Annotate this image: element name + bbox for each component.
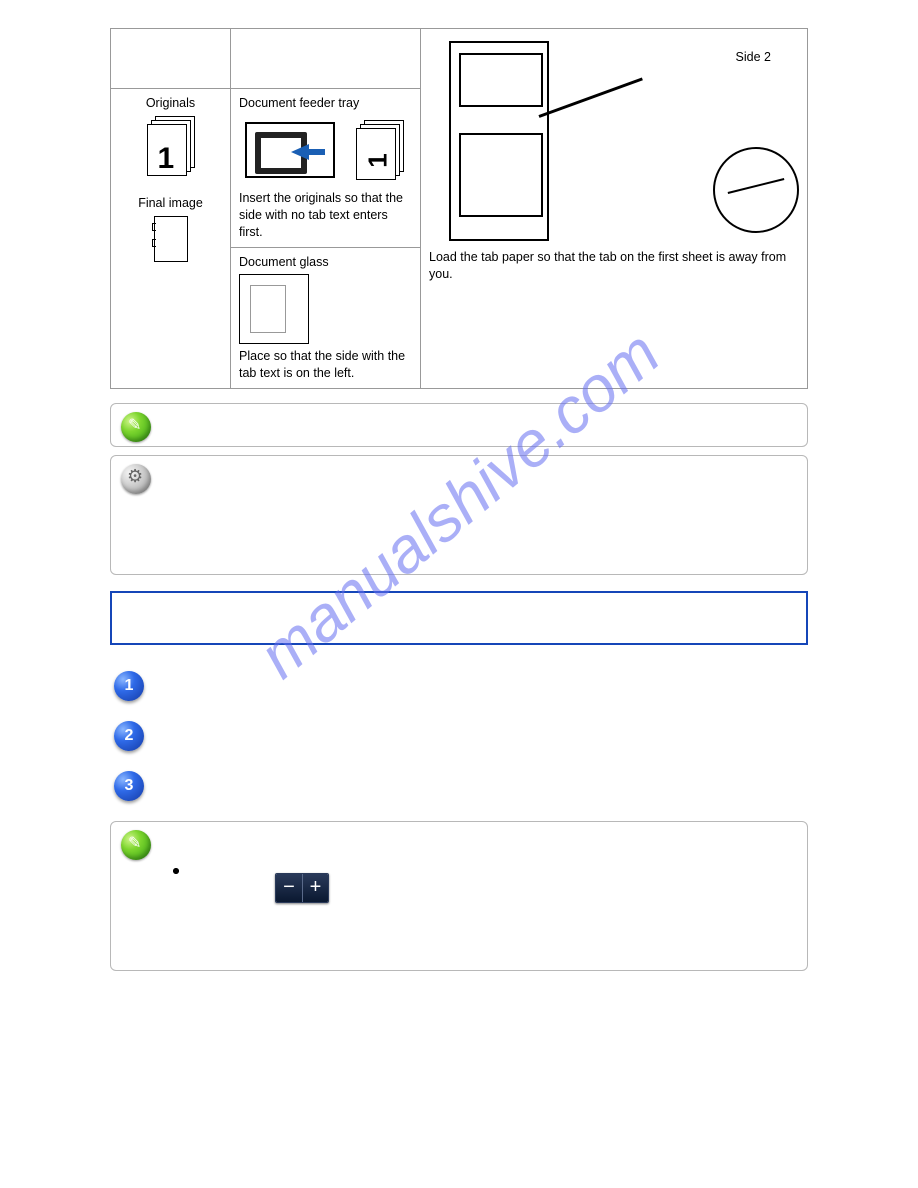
minus-key[interactable]: −: [276, 874, 302, 902]
printer-caption: Load the tab paper so that the tab on th…: [429, 249, 799, 283]
originals-stack-illustration: 1: [145, 116, 197, 176]
step-2: 2: [110, 721, 808, 755]
feeder-heading: Document feeder tray: [239, 95, 412, 112]
final-image-illustration: [154, 216, 188, 262]
zoom-circle-illustration: [713, 147, 799, 233]
printer-body-illustration: [449, 41, 549, 241]
minus-plus-keys: − +: [275, 873, 329, 903]
glass-caption: Place so that the side with the tab text…: [239, 348, 412, 382]
cell-glass: Document glass Place so that the side wi…: [231, 247, 421, 389]
step-3: 3: [110, 771, 808, 805]
tip-box-2-content: − +: [173, 862, 797, 903]
blue-rule-box: [110, 591, 808, 645]
side2-label: Side 2: [736, 49, 771, 66]
originals-label: Originals: [119, 95, 222, 112]
feeder-caption: Insert the originals so that the side wi…: [239, 190, 412, 241]
tip-icon: [121, 412, 151, 442]
arrow-left-icon: [291, 144, 309, 160]
step-1: 1: [110, 671, 808, 705]
tip-icon: [121, 830, 151, 860]
cell-feeder: Document feeder tray 1 Insert the origin…: [231, 89, 421, 248]
cell-empty-top-left: [111, 29, 231, 89]
step-badge-2: 2: [114, 721, 144, 751]
document-glass-illustration: [239, 274, 309, 344]
gear-icon: [121, 464, 151, 494]
step-badge-1: 1: [114, 671, 144, 701]
printer-tray-illustration: [538, 77, 642, 117]
step-badge-3: 3: [114, 771, 144, 801]
cell-printer: Side 2 Load the tab paper so that the ta…: [421, 29, 808, 389]
glass-heading: Document glass: [239, 254, 412, 271]
settings-box: [110, 455, 808, 575]
cell-empty-top-mid: [231, 29, 421, 89]
feeder-illustration: 1: [239, 116, 412, 186]
guide-table: Side 2 Load the tab paper so that the ta…: [110, 28, 808, 389]
cell-originals: Originals 1 Final image: [111, 89, 231, 389]
tip-box-1: [110, 403, 808, 447]
list-item: − +: [173, 862, 797, 903]
final-image-label: Final image: [119, 195, 222, 212]
tip-box-2: − +: [110, 821, 808, 971]
original-number: 1: [158, 139, 175, 180]
plus-key[interactable]: +: [302, 874, 328, 902]
printer-figure: Side 2: [429, 35, 799, 245]
rotated-number: 1: [361, 153, 396, 167]
